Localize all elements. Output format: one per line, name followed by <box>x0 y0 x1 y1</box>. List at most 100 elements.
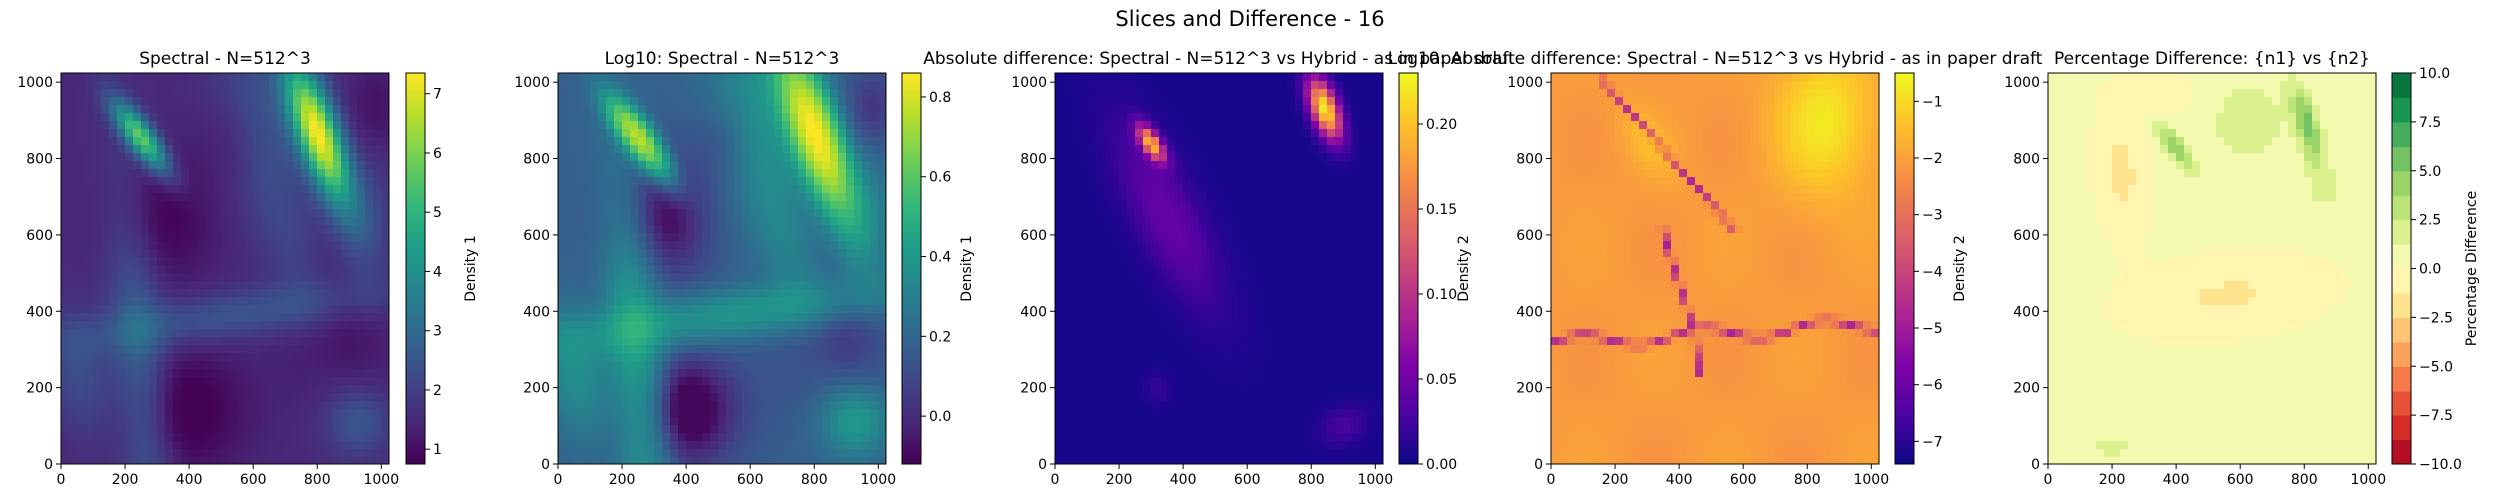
heatmap-cell <box>646 233 655 242</box>
heatmap-cell <box>814 417 823 426</box>
heatmap-cell <box>325 249 334 258</box>
heatmap-cell <box>149 81 158 90</box>
heatmap-cell <box>774 321 783 330</box>
heatmap-cell <box>662 265 671 274</box>
heatmap-cell <box>702 281 711 290</box>
heatmap-cell <box>1319 129 1328 138</box>
heatmap-cell <box>822 217 831 226</box>
heatmap-cell <box>1207 169 1216 178</box>
heatmap-cell <box>1295 185 1304 194</box>
heatmap-cell <box>61 449 70 458</box>
heatmap-cell <box>878 233 887 242</box>
heatmap-cell <box>654 297 663 306</box>
heatmap-cell <box>69 321 78 330</box>
heatmap-cell <box>245 305 254 314</box>
heatmap-cell <box>269 217 278 226</box>
heatmap-cell <box>814 313 823 322</box>
heatmap-cell <box>181 361 190 370</box>
heatmap-cell <box>646 449 655 458</box>
heatmap-cell <box>237 313 246 322</box>
heatmap-cell <box>77 241 86 250</box>
heatmap-cell <box>734 185 743 194</box>
heatmap-cell <box>838 297 847 306</box>
heatmap-cell <box>1151 81 1160 90</box>
heatmap-cell <box>646 313 655 322</box>
heatmap-cell <box>742 73 751 82</box>
heatmap-cell <box>1263 81 1272 90</box>
heatmap-cell <box>582 241 591 250</box>
heatmap-cell <box>213 449 222 458</box>
heatmap-cell <box>301 369 310 378</box>
heatmap-cell <box>221 345 230 354</box>
heatmap-cell <box>878 169 887 178</box>
heatmap-cell <box>285 225 294 234</box>
heatmap-cell <box>277 313 286 322</box>
heatmap-cell <box>117 121 126 130</box>
heatmap-cell <box>85 449 94 458</box>
heatmap-cell <box>558 137 567 146</box>
heatmap-cell <box>630 361 639 370</box>
heatmap-cell <box>1135 161 1144 170</box>
heatmap-cell <box>333 105 342 114</box>
heatmap-cell <box>237 97 246 106</box>
heatmap-cell <box>301 169 310 178</box>
heatmap-cell <box>878 337 887 346</box>
heatmap-cell <box>173 353 182 362</box>
heatmap-cell <box>870 129 879 138</box>
heatmap-cell <box>277 329 286 338</box>
heatmap-cell <box>662 345 671 354</box>
heatmap-cell <box>213 177 222 186</box>
heatmap-cell <box>1063 73 1072 82</box>
heatmap-cell <box>1111 89 1120 98</box>
heatmap-cell <box>109 161 118 170</box>
heatmap-cell <box>117 417 126 426</box>
heatmap-cell <box>229 433 238 442</box>
heatmap-cell <box>830 361 839 370</box>
heatmap-cell <box>862 345 871 354</box>
heatmap-cell <box>566 105 575 114</box>
heatmap-cell <box>630 265 639 274</box>
heatmap-cell <box>1199 81 1208 90</box>
heatmap-cell <box>878 153 887 162</box>
heatmap-cell <box>373 201 382 210</box>
heatmap-cell <box>566 409 575 418</box>
heatmap-cell <box>670 433 679 442</box>
heatmap-cell <box>141 97 150 106</box>
y-tick-label: 200 <box>523 381 550 397</box>
heatmap-cell <box>1295 145 1304 154</box>
heatmap-cell <box>1199 121 1208 130</box>
heatmap-cell <box>718 353 727 362</box>
heatmap-cell <box>285 201 294 210</box>
heatmap-cell <box>373 281 382 290</box>
heatmap-cell <box>846 233 855 242</box>
heatmap-cell <box>77 393 86 402</box>
heatmap-cell <box>317 417 326 426</box>
heatmap-cell <box>85 113 94 122</box>
heatmap-cell <box>253 137 262 146</box>
heatmap-cell <box>333 137 342 146</box>
heatmap-cell <box>181 129 190 138</box>
heatmap-cell <box>670 185 679 194</box>
heatmap-cell <box>670 313 679 322</box>
heatmap-cell <box>173 393 182 402</box>
heatmap-cell <box>189 129 198 138</box>
heatmap-cell <box>197 233 206 242</box>
heatmap-cell <box>261 329 270 338</box>
heatmap-cell <box>774 121 783 130</box>
heatmap-cell <box>245 209 254 218</box>
heatmap-cell <box>205 385 214 394</box>
heatmap-cell <box>173 169 182 178</box>
heatmap-cell <box>1271 193 1280 202</box>
heatmap-cell <box>141 145 150 154</box>
heatmap-cell <box>117 193 126 202</box>
heatmap-cell <box>1271 97 1280 106</box>
heatmap-cell <box>870 417 879 426</box>
heatmap-cell <box>157 225 166 234</box>
heatmap-cell <box>1223 185 1232 194</box>
heatmap-cell <box>269 337 278 346</box>
heatmap-cell <box>165 273 174 282</box>
heatmap-cell <box>101 81 110 90</box>
heatmap-cell <box>702 97 711 106</box>
heatmap-cell <box>1303 177 1312 186</box>
heatmap-cell <box>1367 137 1376 146</box>
